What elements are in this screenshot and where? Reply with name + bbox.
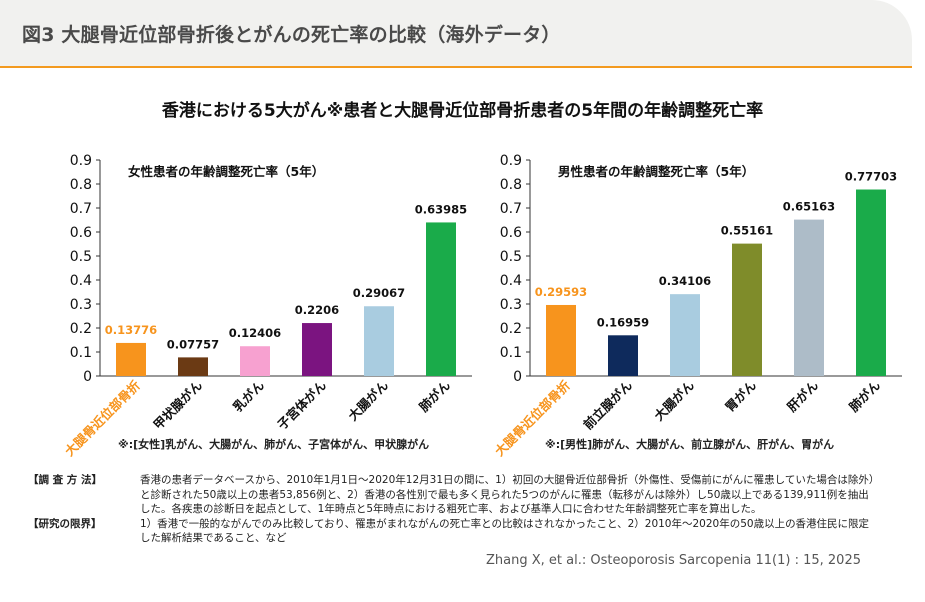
y-tick-label: 0.1 [500,345,522,361]
bar-value-label: 0.63985 [415,202,467,216]
methods-text: 香港の患者データベースから、2010年1月1日～2020年12月31日の間に、1… [140,474,875,515]
male-mortality-chart: 0 0.1 0.2 0.3 0.4 0.5 0.6 0.7 0.8 0.9 男性患者の年齢調整死亡率… [492,153,902,459]
category-label: 肺がん [846,377,883,414]
y-tick-label: 0.7 [70,201,92,217]
bar-value-label: 0.65163 [783,200,835,214]
methods-section: 【調 査 方 法】 香港の患者データベースから、2010年1月1日～2020年1… [28,473,878,546]
bar-value-label: 0.77703 [845,170,897,184]
bar-value-label: 0.2206 [295,303,339,317]
bar-value-label: 0.07757 [167,337,219,351]
bar [426,222,456,376]
limitations-label: 【研究の限界】 [28,517,102,530]
y-tick-label: 0.8 [500,177,522,193]
y-tick-label: 0.5 [500,249,522,265]
y-tick-label: 0.7 [500,201,522,217]
y-tick-label: 0.3 [500,297,522,313]
category-label: 大腸がん [345,377,391,423]
bar [178,357,208,376]
bar [794,219,824,376]
y-tick-label: 0.6 [70,225,92,241]
y-tick-label: 0 [513,369,522,385]
y-tick-label: 0.1 [70,345,92,361]
category-label: 肺がん [416,377,453,414]
bar-value-label: 0.34106 [659,274,711,288]
chart-title: 女性患者の年齢調整死亡率（5年） [128,164,324,179]
citation: Zhang X, et al.: Osteoporosis Sarcopenia… [486,553,861,568]
category-label: 胃がん [722,377,759,414]
bar [364,306,394,376]
methods-label: 【調 査 方 法】 [28,474,102,486]
methods-row: 【調 査 方 法】 香港の患者データベースから、2010年1月1日～2020年1… [28,473,878,517]
limitations-row: 【研究の限界】 1）香港で一般的ながんでのみ比較しており、罹患がまれながんの死亡… [28,517,878,546]
y-tick-label: 0.2 [500,321,522,337]
y-tick-label: 0.4 [70,273,92,289]
y-tick-label: 0.9 [70,153,92,169]
bar-value-label: 0.29593 [535,285,587,299]
y-tick-label: 0.8 [70,177,92,193]
bar-value-label: 0.12406 [229,326,281,340]
main-title: 香港における5大がん※患者と大腿骨近位部骨折患者の5年間の年齢調整死亡率 [161,101,764,121]
bar [240,346,270,376]
y-tick-label: 0.9 [500,153,522,169]
figure-title: 図3 大腿骨近位部骨折後とがんの死亡率の比較（海外データ） [22,24,561,46]
y-tick-label: 0.4 [500,273,522,289]
bar [116,342,146,376]
bar-value-label: 0.29067 [353,286,405,300]
male-cancer-footnote: ※:[男性]肺がん、大腸がん、前立腺がん、肝がん、胃がん [545,438,835,451]
y-tick-label: 0.2 [70,321,92,337]
y-tick-label: 0 [83,369,92,385]
bar-value-label: 0.16959 [597,315,649,329]
bar [732,243,762,376]
y-tick-label: 0.6 [500,225,522,241]
category-label: 甲状腺がん [150,377,205,432]
limitations-text: 1）香港で一般的ながんでのみ比較しており、罹患がまれながんの死亡率との比較はされ… [140,517,870,545]
category-label: 子宮体がん [274,377,329,432]
bar-value-label: 0.55161 [721,224,773,238]
bar [546,304,576,376]
bar [856,189,886,376]
chart-title: 男性患者の年齢調整死亡率（5年） [558,164,754,179]
category-label: 乳がん [230,377,267,414]
bar [302,323,332,376]
female-cancer-footnote: ※:[女性]乳がん、大腸がん、肺がん、子宮体がん、甲状腺がん [118,438,430,451]
category-label: 大腸がん [651,377,697,423]
bar-value-label: 0.13776 [105,323,157,337]
female-mortality-chart: 0 0.1 0.2 0.3 0.4 0.5 0.6 0.7 0.8 0.9 女性患者の年齢調整死亡率… [62,153,472,459]
bar [670,294,700,376]
category-label: 前立腺がん [580,377,635,432]
bar [608,335,638,376]
figure-header: 図3 大腿骨近位部骨折後とがんの死亡率の比較（海外データ） [0,0,912,68]
category-label: 肝がん [784,377,821,414]
y-tick-label: 0.3 [70,297,92,313]
y-tick-label: 0.5 [70,249,92,265]
